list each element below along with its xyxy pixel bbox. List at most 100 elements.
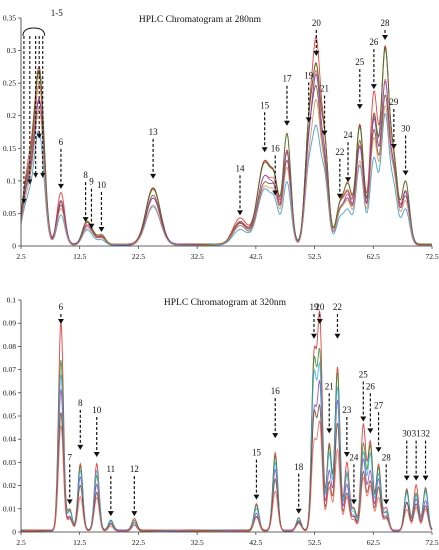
peak-label: 19 [304, 70, 314, 80]
peak-arrowhead [367, 428, 374, 434]
peak-label: 18 [294, 462, 304, 472]
early-peak-arrowhead [40, 172, 46, 178]
series-lines-280nm [20, 36, 433, 246]
x-tick-label: 12.5 [73, 252, 86, 261]
peak-label: 9 [89, 177, 94, 187]
peak-arrowhead [93, 452, 100, 458]
peak-label: 28 [381, 18, 391, 28]
axes-320nm: 2.5 12.5 22.5 32.5 42.5 52.5 62.5 72.5 0 0.01 0.02… [3, 296, 439, 548]
peak-arrowhead [334, 333, 341, 339]
peak-label: 8 [78, 398, 83, 408]
x-tick-label: 2.5 [16, 538, 26, 547]
peak-arrowhead [403, 475, 410, 481]
peak-label: 20 [315, 302, 325, 312]
chart-title-320nm: HPLC Chromatogram at 320nm [164, 298, 287, 308]
peak-arrowhead [350, 499, 357, 505]
x-tick-label: 22.5 [132, 252, 145, 261]
chart-280nm: HPLC Chromatogram at 280nm 2.5 12.5 22.5 32… [3, 8, 439, 261]
early-peak-arrowhead [27, 179, 33, 185]
peak-label: 21 [325, 381, 334, 391]
peak-arrowhead [336, 193, 343, 199]
peak-arrowhead [272, 433, 279, 439]
peak-arrowhead [343, 452, 350, 458]
peak-arrowhead [131, 511, 138, 517]
peak-label: 24 [344, 130, 354, 140]
peak-arrowhead [402, 170, 409, 176]
series-line [21, 361, 433, 532]
x-tick-label: 32.5 [191, 538, 204, 547]
y-tick-label: 0.08 [3, 342, 16, 351]
y-tick-label: 0 [12, 528, 16, 537]
peak-arrowhead [316, 319, 323, 324]
x-tick-label: 42.5 [249, 252, 262, 261]
peak-label: 15 [260, 100, 270, 110]
peak-arrowhead [345, 177, 352, 183]
early-peak-arrowhead [33, 172, 39, 178]
peak-arrowhead [383, 499, 390, 505]
peak-label: 6 [59, 302, 64, 312]
y-tick-label: 0.07 [3, 365, 16, 374]
peak-label: 28 [382, 452, 392, 462]
peak-arrowhead [261, 147, 268, 153]
y-tick-label: 0.02 [3, 481, 16, 490]
peak-label: 30 [402, 429, 412, 439]
x-tick-label: 72.5 [425, 252, 438, 261]
series-lines-320nm [21, 309, 433, 532]
series-line [21, 420, 433, 532]
y-tick-label: 0.35 [3, 14, 16, 23]
series-line [20, 99, 432, 246]
peak-label: 22 [335, 147, 344, 157]
peak-arrowhead [150, 173, 157, 179]
peak-label: 7 [67, 452, 72, 462]
bracket-label: 1-5 [51, 8, 63, 18]
x-tick-label: 62.5 [367, 252, 380, 261]
peak-label: 19 [309, 302, 319, 312]
peak-label: 14 [236, 163, 246, 173]
y-tick-label: 0.04 [3, 435, 16, 444]
x-tick-label: 52.5 [308, 538, 321, 547]
peak-label: 13 [149, 127, 159, 137]
peak-arrowhead [98, 227, 105, 233]
x-tick-label: 42.5 [249, 538, 262, 547]
x-tick-label: 72.5 [425, 538, 438, 547]
peak-arrowhead [272, 190, 279, 196]
peak-arrowhead [77, 444, 84, 450]
y-tick-label: 0.1 [7, 176, 17, 185]
peak-arrowhead [295, 508, 302, 514]
peak-arrowhead [321, 130, 328, 136]
peak-arrowhead [310, 333, 317, 339]
peak-label: 27 [374, 400, 384, 410]
peak-arrowhead [57, 183, 64, 189]
peak-label: 22 [333, 302, 342, 312]
x-tick-label: 12.5 [73, 538, 86, 547]
peak-arrowhead [305, 117, 312, 123]
peak-label: 11 [106, 464, 115, 474]
axes-280nm: 2.5 12.5 22.5 32.5 42.5 52.5 62.5 72.5 0 0.05 0.1 0… [3, 14, 439, 262]
peak-label: 24 [349, 452, 359, 462]
y-tick-label: 0.06 [3, 388, 16, 397]
peak-label: 15 [252, 448, 262, 458]
y-tick-label: 0.15 [3, 144, 16, 153]
peak-arrowhead [382, 35, 389, 40]
y-tick-label: 0.09 [3, 319, 16, 328]
peak-label: 21 [320, 84, 329, 94]
peak-arrowhead [66, 499, 73, 505]
peak-label: 25 [355, 57, 365, 67]
x-tick-label: 22.5 [132, 538, 145, 547]
peak-arrowhead [356, 104, 363, 110]
y-tick-label: 0.25 [3, 79, 16, 88]
peak-arrowhead [375, 447, 382, 453]
peak-arrowhead [313, 50, 320, 56]
x-tick-label: 52.5 [308, 252, 321, 261]
chart-320nm: HPLC Chromatogram at 320nm 2.5 12.5 22.5 32… [3, 296, 439, 548]
peak-label: 31 [412, 429, 421, 439]
y-tick-label: 0.05 [3, 412, 16, 421]
peak-arrowhead [413, 475, 420, 481]
x-tick-label: 62.5 [367, 538, 380, 547]
peak-label: 8 [83, 170, 88, 180]
peak-arrowhead [82, 217, 89, 223]
early-peak-arrowhead [36, 133, 42, 139]
